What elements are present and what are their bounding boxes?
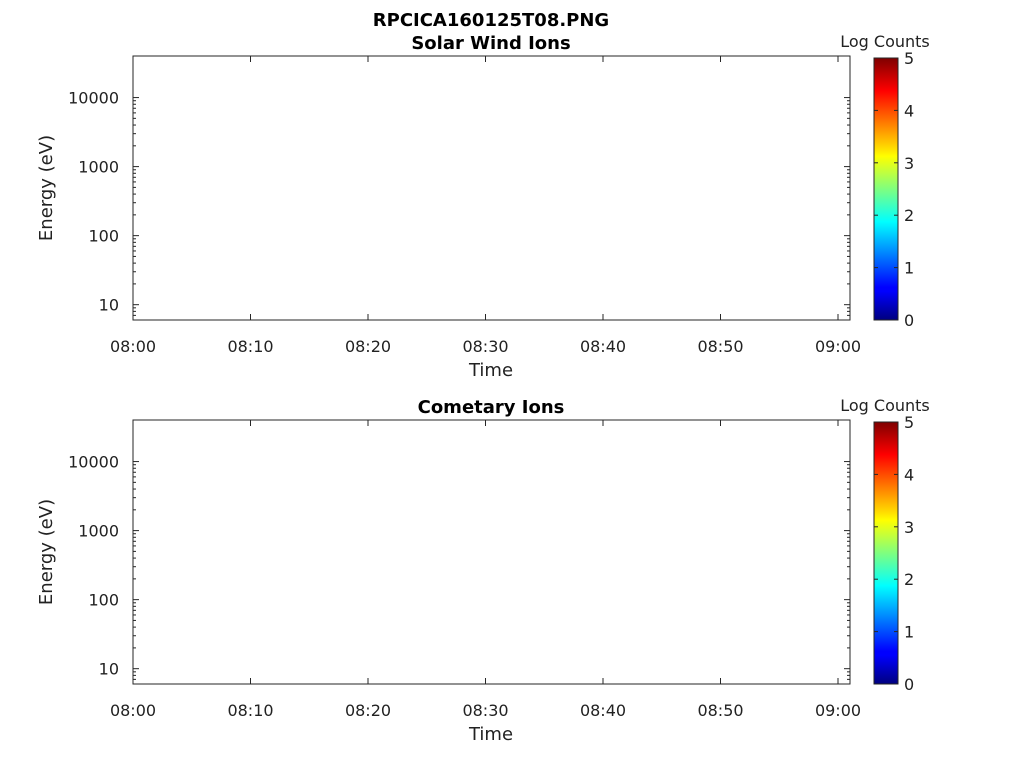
panel-title: Solar Wind Ions [411,33,570,54]
x-tick-label: 08:10 [227,701,273,720]
x-tick-label: 08:30 [462,337,508,356]
colorbar-tick-label: 0 [904,311,914,330]
colorbar-tick-label: 5 [904,49,914,68]
x-tick-label: 08:20 [345,701,391,720]
x-tick-label: 08:40 [580,337,626,356]
x-tick-label: 08:00 [110,337,156,356]
colorbar-tick-label: 1 [904,259,914,278]
colorbar-tick-label: 3 [904,518,914,537]
colorbar-tick-label: 2 [904,206,914,225]
y-axis: 10 100 1000 10000 [68,89,850,321]
x-tick-label: 08:40 [580,701,626,720]
plot-area [133,56,850,320]
x-axis-label: Time [468,360,513,381]
y-tick-label: 1000 [78,158,119,177]
x-tick-label: 09:00 [815,337,861,356]
colorbar-tick-label: 0 [904,675,914,694]
y-tick-label: 10000 [68,89,119,108]
plot-area [133,420,850,684]
x-tick-label: 09:00 [815,701,861,720]
plot-frame [132,55,851,321]
colorbar: Log Counts 0 1 2 3 4 5 [840,396,930,694]
x-tick-label: 08:30 [462,701,508,720]
colorbar: Log Counts 0 1 2 3 4 5 [840,32,930,330]
y-tick-label: 100 [88,591,119,610]
plot-frame [132,419,851,685]
cometary-ions-panel: Cometary Ions 08:00 08:10 08:20 08:30 08:40 0… [36,396,930,745]
colorbar-ticks: 0 1 2 3 4 5 [874,49,914,330]
x-tick-label: 08:20 [345,337,391,356]
y-tick-label: 10 [99,296,119,315]
x-axis: 08:00 08:10 08:20 08:30 08:40 08:50 09:00 [110,56,861,356]
colorbar-gradient [873,421,899,685]
x-tick-label: 08:00 [110,701,156,720]
y-axis-label: Energy (eV) [36,499,57,605]
colorbar-gradient [873,57,899,321]
y-tick-label: 10 [99,660,119,679]
colorbar-ticks: 0 1 2 3 4 5 [874,413,914,694]
colorbar-tick-label: 4 [904,101,914,120]
x-tick-label: 08:50 [697,701,743,720]
colorbar-label: Log Counts [840,396,930,415]
figure-filename-title: RPCICA160125T08.PNG [373,10,609,31]
panel-title: Cometary Ions [418,397,565,418]
colorbar-tick-label: 4 [904,465,914,484]
colorbar-tick-label: 5 [904,413,914,432]
colorbar-tick-label: 3 [904,154,914,173]
colorbar-tick-label: 2 [904,570,914,589]
x-tick-label: 08:50 [697,337,743,356]
y-axis: 10 100 1000 10000 [68,453,850,685]
y-tick-label: 10000 [68,453,119,472]
y-axis-label: Energy (eV) [36,135,57,241]
x-axis: 08:00 08:10 08:20 08:30 08:40 08:50 09:00 [110,420,861,720]
solar-wind-panel: Solar Wind Ions 08:00 08:10 08:20 08:30 08:4… [36,32,930,381]
x-tick-label: 08:10 [227,337,273,356]
colorbar-label: Log Counts [840,32,930,51]
colorbar-tick-label: 1 [904,623,914,642]
y-tick-label: 1000 [78,522,119,541]
x-axis-label: Time [468,724,513,745]
y-tick-label: 100 [88,227,119,246]
